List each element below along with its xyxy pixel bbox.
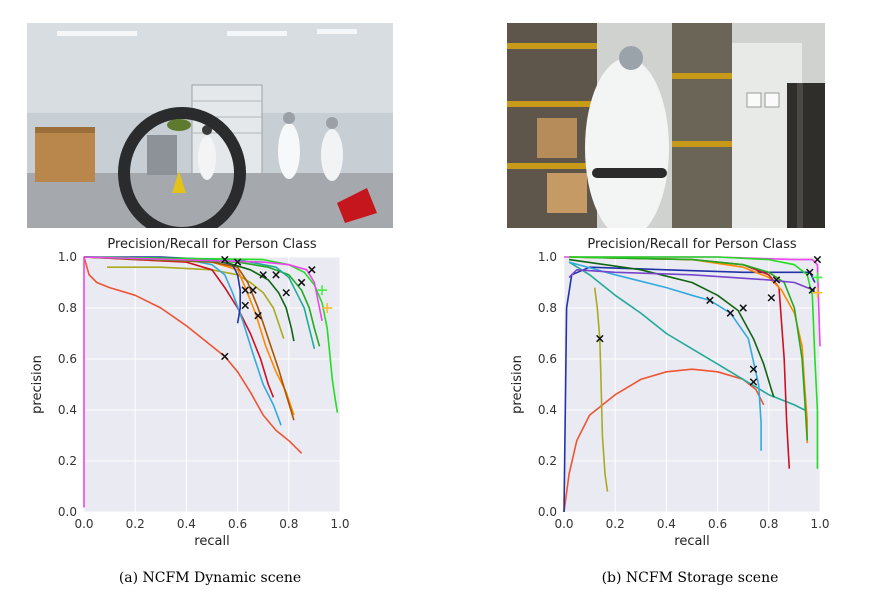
x-marker <box>749 365 758 373</box>
x-marker <box>282 288 290 297</box>
x-marker <box>221 352 229 361</box>
chart-title: Precision/Recall for Person Class <box>107 237 317 252</box>
y-tick-label: 1.0 <box>58 250 77 264</box>
x-marker <box>706 296 714 305</box>
y-tick-label: 0.2 <box>58 454 77 468</box>
x-marker <box>259 271 267 279</box>
plot-area <box>564 257 820 512</box>
x-marker <box>233 258 242 266</box>
x-marker <box>308 266 316 274</box>
x-marker <box>739 304 747 312</box>
y-tick-label: 0.0 <box>538 505 557 519</box>
x-marker <box>272 271 280 279</box>
x-tick-label: 0.8 <box>759 517 778 531</box>
series-line-8 <box>83 256 321 347</box>
x-tick-label: 0.4 <box>657 517 676 531</box>
x-marker <box>254 311 262 320</box>
series-line-1 <box>593 287 609 492</box>
series-line-11 <box>568 269 816 291</box>
y-tick-label: 0.6 <box>538 352 557 366</box>
caption-dynamic: (a) NCFM Dynamic scene <box>118 570 302 586</box>
pr-chart-dynamic: Precision/Recall for Person Class 0.0 0.2 0… <box>30 237 350 549</box>
series-group <box>83 256 339 508</box>
x-marker <box>767 294 776 302</box>
x-marker <box>772 276 781 284</box>
y-tick-label: 1.0 <box>538 250 557 264</box>
series-line-6 <box>84 256 241 324</box>
warehouse-photo-illustration <box>27 23 393 228</box>
series-line-1 <box>107 266 285 339</box>
series-line-11 <box>83 256 323 508</box>
x-marker <box>221 255 229 264</box>
plot-area <box>84 257 340 512</box>
series-line-10 <box>83 256 339 413</box>
x-axis-label: recall <box>674 534 709 549</box>
x-tick-label: 0.6 <box>228 517 247 531</box>
series-line-5 <box>568 261 762 451</box>
y-tick-label: 0.8 <box>538 301 557 315</box>
x-tick-label: 0.6 <box>708 517 727 531</box>
pr-chart-storage: Precision/Recall for Person Class 0.0 0.2 0… <box>510 237 830 549</box>
x-marker <box>726 309 735 317</box>
scene-photo-dynamic <box>27 23 393 228</box>
y-axis-label: precision <box>30 355 45 414</box>
y-tick-label: 0.6 <box>58 352 77 366</box>
series-line-5 <box>83 256 295 421</box>
chart-title: Precision/Recall for Person Class <box>587 237 797 252</box>
x-marker <box>241 286 250 294</box>
series-line-8 <box>569 256 808 444</box>
caption-storage: (b) NCFM Storage scene <box>601 570 779 586</box>
storage-photo-illustration <box>507 23 825 228</box>
series-line-0 <box>83 256 303 454</box>
plus-marker <box>322 303 333 313</box>
x-marker <box>806 268 814 277</box>
x-marker <box>749 378 758 386</box>
x-tick-label: 1.0 <box>810 517 829 531</box>
x-marker <box>241 301 250 310</box>
x-tick-label: 0.0 <box>554 517 573 531</box>
plus-marker <box>317 285 328 296</box>
x-tick-label: 0.0 <box>74 517 93 531</box>
x-axis-label: recall <box>194 534 229 549</box>
x-tick-label: 0.8 <box>279 517 298 531</box>
x-marker <box>813 255 822 264</box>
y-tick-label: 0.4 <box>58 403 77 417</box>
y-tick-label: 0.0 <box>58 505 77 519</box>
x-tick-label: 0.4 <box>177 517 196 531</box>
x-marker <box>249 286 257 294</box>
y-tick-label: 0.2 <box>538 454 557 468</box>
x-marker <box>297 278 306 287</box>
x-tick-label: 1.0 <box>330 517 349 531</box>
series-line-9 <box>569 256 808 441</box>
y-tick-label: 0.8 <box>58 301 77 315</box>
y-axis-label: precision <box>510 355 525 414</box>
x-marker <box>596 334 604 343</box>
plus-marker <box>812 272 823 283</box>
plus-marker <box>812 287 823 298</box>
x-tick-label: 0.2 <box>606 517 625 531</box>
y-tick-label: 0.4 <box>538 403 557 417</box>
scene-photo-storage <box>507 23 825 228</box>
series-line-4 <box>568 261 805 411</box>
x-tick-label: 0.2 <box>126 517 145 531</box>
